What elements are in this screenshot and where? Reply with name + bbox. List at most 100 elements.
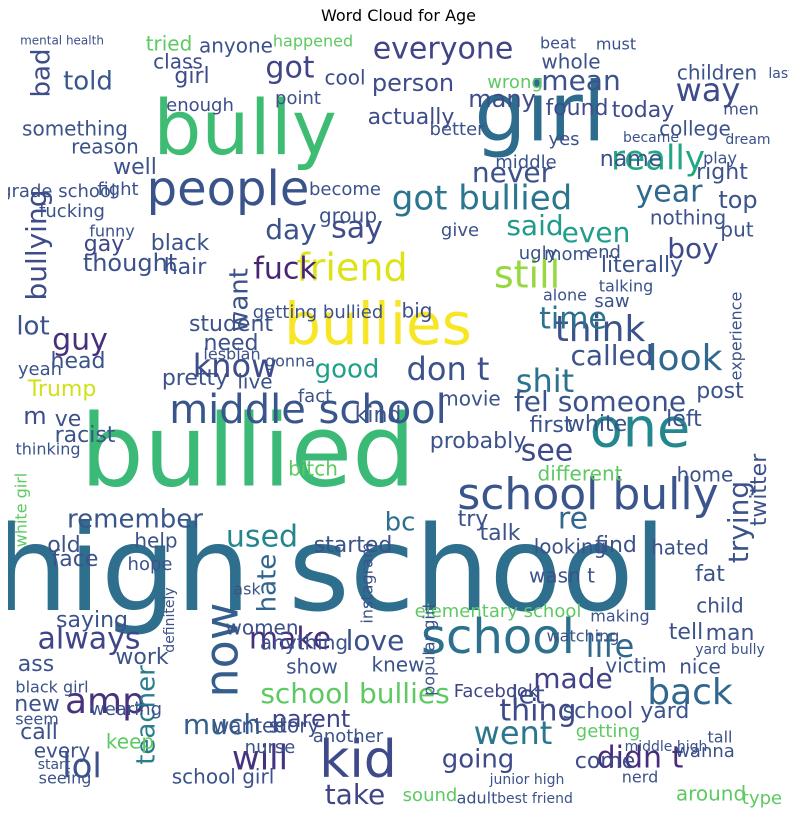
word-lol: lol xyxy=(62,747,102,787)
word-mean: mean xyxy=(541,64,620,97)
word-funny: funny xyxy=(89,222,135,241)
word-left: left xyxy=(666,407,702,432)
word-something: something xyxy=(22,117,128,141)
word-anyone: anyone xyxy=(199,34,273,58)
word-fel-someone: fel someone xyxy=(514,385,686,418)
word-thinking: thinking xyxy=(15,440,80,459)
word-popular-girl: popular girl xyxy=(420,604,439,696)
word-nurse: nurse xyxy=(245,737,296,758)
word-look: look xyxy=(648,338,723,379)
word-going: going xyxy=(442,745,515,775)
word-different: different xyxy=(538,462,623,486)
word-bully: bully xyxy=(153,83,337,172)
word-elementary-school: elementary school xyxy=(415,601,582,622)
word-black-girl: black girl xyxy=(15,678,88,697)
word-bad: bad xyxy=(27,49,57,98)
word-bullies: bullies xyxy=(284,290,472,358)
word-see: see xyxy=(521,434,574,469)
word-getting: getting xyxy=(576,721,640,742)
word-work: work xyxy=(115,645,168,670)
word-didn-t: didn t xyxy=(597,741,684,776)
word-racist: racist xyxy=(55,423,116,448)
word-wasn-t: wasn t xyxy=(529,564,595,588)
word-ask: ask xyxy=(233,580,261,599)
word-mom: mom xyxy=(544,244,590,265)
word-need: need xyxy=(204,331,259,356)
word-try: try xyxy=(458,507,489,532)
word-called: called xyxy=(570,339,653,372)
word-pretty: pretty xyxy=(162,366,228,391)
word-new: new xyxy=(14,692,59,717)
word-got-bullied: got bullied xyxy=(392,179,573,219)
word-parent: parent xyxy=(272,705,351,733)
word-victim: victim xyxy=(605,654,666,678)
word-told: told xyxy=(63,67,113,97)
word-bitch: bitch xyxy=(288,457,338,481)
word-beat: beat xyxy=(540,34,576,53)
word-cloud: high schoolbulliedgirlbullybulliespeople… xyxy=(8,32,789,812)
word-every: every xyxy=(34,739,91,763)
word-m: m xyxy=(23,402,46,430)
word-let: let xyxy=(511,681,544,711)
word-big: big xyxy=(402,299,433,323)
word-instagram: instagram xyxy=(358,542,377,623)
word-type: type xyxy=(742,788,782,809)
word-person: person xyxy=(372,69,454,97)
word-show: show xyxy=(286,655,338,679)
word-last: last xyxy=(768,66,789,82)
word-women: women xyxy=(225,616,298,640)
word-bc: bc xyxy=(385,508,416,538)
word-made: made xyxy=(533,662,612,695)
word-saw: saw xyxy=(594,291,629,312)
word-girl: girl xyxy=(474,65,605,160)
word-friend: friend xyxy=(296,246,407,290)
word-fucking: fucking xyxy=(39,201,105,222)
word-facebook: Facebook xyxy=(454,681,539,702)
word-head: head xyxy=(51,349,106,374)
word-keep: keep xyxy=(106,730,154,754)
word-point: point xyxy=(275,88,321,109)
word-knew: knew xyxy=(372,653,425,677)
word-back: back xyxy=(647,672,733,713)
word-definitely: definitely xyxy=(162,587,178,652)
word-bullied: bullied xyxy=(80,392,415,509)
word-sound: sound xyxy=(403,785,458,806)
word-bullying: bullying xyxy=(20,190,53,301)
word-put: put xyxy=(720,218,753,242)
word-guy: guy xyxy=(52,323,108,358)
word-never: never xyxy=(472,156,553,189)
word-think: think xyxy=(555,309,646,350)
word-boy: boy xyxy=(667,232,718,265)
word-yeah: yeah xyxy=(18,359,62,380)
word-post: post xyxy=(696,379,744,404)
word-good: good xyxy=(315,355,380,385)
word-nice: nice xyxy=(679,655,721,679)
chart-title: Word Cloud for Age xyxy=(320,6,477,25)
word-man: man xyxy=(706,621,755,646)
word-ass: ass xyxy=(18,652,54,677)
word-white-girl: white girl xyxy=(12,473,31,548)
word-nothing: nothing xyxy=(650,206,726,230)
word-home: home xyxy=(677,463,734,487)
word-seem: seem xyxy=(15,710,59,729)
word-child: child xyxy=(696,594,743,618)
word-story: story xyxy=(269,714,320,738)
word-school-girl: school girl xyxy=(172,765,275,789)
word-watching: watching xyxy=(547,627,620,646)
word-school: school xyxy=(421,609,575,665)
word-hope: hope xyxy=(128,554,173,575)
word-trying: trying xyxy=(722,481,755,563)
word-wanna: wanna xyxy=(675,741,735,762)
word-around: around xyxy=(676,782,746,806)
word-love: love xyxy=(346,624,405,657)
word-grade-school: grade school xyxy=(8,181,116,202)
word-old: old xyxy=(47,533,81,558)
word-now: now xyxy=(195,603,249,698)
word-amp: amp xyxy=(65,681,145,722)
word-girl: girl xyxy=(174,64,209,89)
word-one: one xyxy=(590,397,691,460)
word-children: children xyxy=(677,61,757,85)
word-well: well xyxy=(113,155,157,180)
word-still: still xyxy=(494,253,560,297)
word-teacher: teacher xyxy=(132,665,162,765)
